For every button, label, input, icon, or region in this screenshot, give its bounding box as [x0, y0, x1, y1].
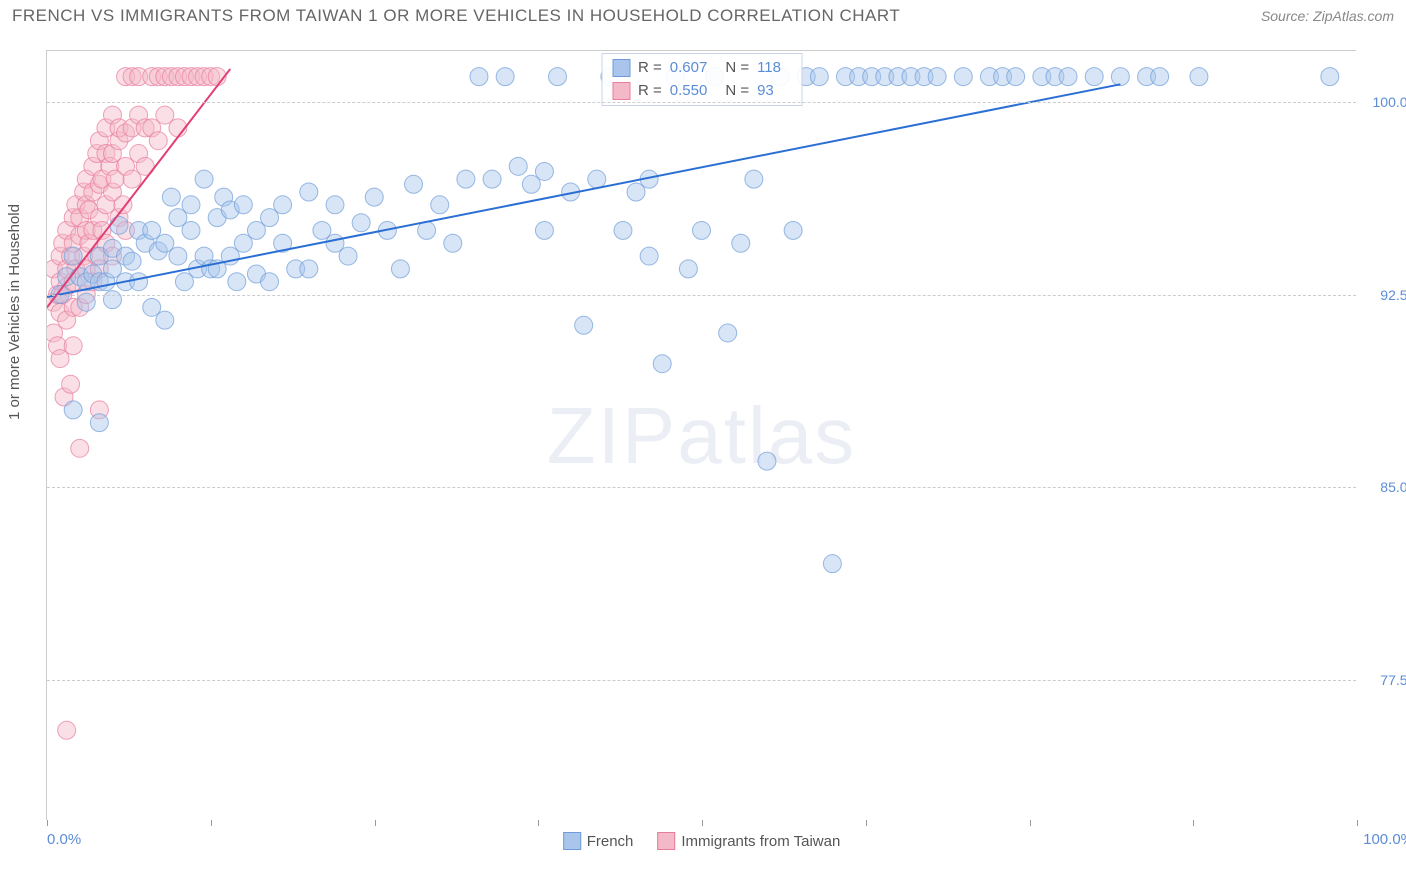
x-axis-min-label: 0.0%: [47, 831, 81, 848]
grid-line: [47, 680, 1356, 681]
grid-line: [47, 102, 1356, 103]
x-tick: [375, 820, 376, 826]
swatch-french: [612, 59, 630, 77]
r-label-2: R =: [638, 80, 662, 103]
y-tick-label: 100.0%: [1364, 94, 1406, 110]
stats-row-taiwan: R = 0.550 N = 93: [612, 80, 791, 103]
x-tick: [1193, 820, 1194, 826]
n-value-french: 118: [757, 57, 781, 80]
n-label-2: N =: [725, 80, 749, 103]
r-value-taiwan: 0.550: [670, 80, 708, 103]
x-tick: [211, 820, 212, 826]
grid-line: [47, 295, 1356, 296]
y-tick-label: 77.5%: [1364, 672, 1406, 688]
n-value-taiwan: 93: [757, 80, 774, 103]
y-axis-label: 1 or more Vehicles in Household: [6, 204, 23, 420]
legend-label-french: French: [587, 833, 634, 850]
chart-area: ZIPatlas R = 0.607 N = 118 R = 0.550 N =…: [46, 50, 1356, 820]
stats-row-french: R = 0.607 N = 118: [612, 57, 791, 80]
legend-item-taiwan: Immigrants from Taiwan: [657, 832, 840, 850]
scatter-plot-svg: [47, 51, 1356, 820]
legend-item-french: French: [563, 832, 634, 850]
grid-line: [47, 487, 1356, 488]
x-tick: [538, 820, 539, 826]
n-label: N =: [725, 57, 749, 80]
x-tick: [1357, 820, 1358, 826]
y-tick-label: 92.5%: [1364, 287, 1406, 303]
header: FRENCH VS IMMIGRANTS FROM TAIWAN 1 OR MO…: [0, 0, 1406, 36]
swatch-taiwan: [612, 82, 630, 100]
bottom-legend: French Immigrants from Taiwan: [563, 832, 841, 850]
x-axis-max-label: 100.0%: [1363, 831, 1406, 848]
legend-swatch-taiwan: [657, 832, 675, 850]
correlation-stats-box: R = 0.607 N = 118 R = 0.550 N = 93: [601, 53, 802, 106]
source-attribution: Source: ZipAtlas.com: [1261, 8, 1394, 24]
x-tick: [702, 820, 703, 826]
x-tick: [866, 820, 867, 826]
x-tick: [1030, 820, 1031, 826]
y-tick-label: 85.0%: [1364, 479, 1406, 495]
legend-label-taiwan: Immigrants from Taiwan: [681, 833, 840, 850]
chart-title: FRENCH VS IMMIGRANTS FROM TAIWAN 1 OR MO…: [12, 6, 900, 26]
legend-swatch-french: [563, 832, 581, 850]
r-value-french: 0.607: [670, 57, 708, 80]
x-tick: [47, 820, 48, 826]
r-label: R =: [638, 57, 662, 80]
